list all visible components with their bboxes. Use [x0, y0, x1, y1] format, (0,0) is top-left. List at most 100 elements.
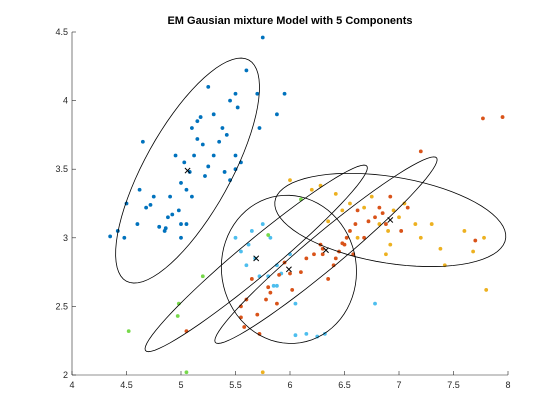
y-tick-label: 4: [63, 96, 68, 106]
data-point-cluster-2: [260, 222, 265, 226]
data-point-cluster-2: [373, 301, 377, 306]
axes: 4 4.5 5 5.5 6 6.5 7 7.5 8 2 2.5 3 3.5 4 4.5: [55, 27, 510, 390]
data-point-cluster-2: [244, 263, 249, 268]
data-point-cluster-4: [309, 187, 314, 192]
data-point-cluster-3: [380, 211, 385, 216]
data-point-cluster-3: [299, 270, 303, 274]
data-point-cluster-1: [163, 226, 168, 231]
component-mean-marker-3: [285, 266, 292, 273]
data-point-cluster-3: [399, 229, 404, 233]
data-point-cluster-1: [222, 170, 227, 174]
data-point-cluster-1: [217, 139, 222, 144]
data-point-cluster-1: [195, 137, 200, 141]
data-point-cluster-1: [184, 222, 189, 226]
data-point-cluster-1: [198, 115, 203, 119]
data-point-cluster-4: [386, 229, 390, 233]
component-mean-marker-2: [253, 255, 260, 262]
data-point-cluster-2: [246, 242, 251, 247]
data-point-cluster-3: [277, 272, 281, 277]
component-ellipse-5: [274, 172, 507, 267]
data-point-cluster-4: [348, 201, 352, 206]
component-ellipse-2: [144, 164, 368, 353]
data-point-cluster-1: [255, 91, 260, 96]
y-tick-label: 3.5: [55, 164, 68, 174]
x-tick-label: 8: [505, 380, 510, 390]
y-tick-label: 2: [63, 370, 68, 380]
data-point-cluster-1: [179, 181, 183, 185]
data-point-cluster-3: [348, 229, 352, 233]
mean-marker-stroke: [387, 217, 394, 223]
data-point-cluster-1: [108, 234, 113, 239]
data-point-cluster-1: [233, 153, 238, 158]
data-point-cluster-1: [157, 224, 162, 229]
data-point-cluster-1: [275, 112, 279, 117]
data-point-cluster-1: [170, 212, 175, 217]
data-point-cluster-5: [126, 329, 131, 333]
data-point-cluster-3: [320, 252, 325, 257]
data-point-cluster-2: [275, 283, 279, 288]
data-point-cluster-4: [340, 208, 345, 213]
data-point-cluster-3: [481, 116, 485, 121]
data-point-cluster-1: [211, 112, 216, 117]
data-point-cluster-4: [288, 178, 292, 183]
data-point-cluster-3: [264, 297, 268, 302]
data-point-cluster-1: [144, 205, 149, 210]
data-point-cluster-4: [377, 222, 382, 226]
data-point-cluster-1: [203, 174, 207, 178]
data-point-cluster-1: [200, 142, 205, 147]
x-tick-label: 6: [287, 380, 292, 390]
data-point-cluster-1: [168, 194, 173, 199]
data-point-cluster-1: [192, 153, 196, 158]
data-point-cluster-2: [253, 256, 258, 261]
y-tick-label: 2.5: [55, 301, 68, 311]
data-point-cluster-4: [438, 246, 443, 251]
data-point-cluster-3: [242, 325, 247, 329]
data-point-cluster-3: [384, 222, 388, 226]
mean-marker-stroke: [323, 247, 329, 254]
component-means: [184, 167, 394, 273]
data-point-cluster-1: [166, 215, 170, 220]
data-point-cluster-1: [179, 222, 183, 226]
mean-marker-stroke: [285, 266, 292, 273]
data-point-cluster-2: [271, 283, 276, 288]
data-point-cluster-3: [473, 238, 478, 243]
data-point-cluster-3: [344, 235, 349, 240]
data-point-cluster-3: [388, 194, 393, 199]
data-point-cluster-1: [206, 84, 211, 89]
data-point-cluster-4: [391, 208, 396, 213]
x-tick-label: 5: [178, 380, 183, 390]
data-point-cluster-4: [402, 201, 407, 206]
x-tick-label: 4.5: [120, 380, 133, 390]
data-point-cluster-1: [235, 105, 240, 110]
data-point-cluster-1: [176, 208, 181, 213]
component-mean-marker-1: [184, 167, 191, 174]
data-point-cluster-5: [184, 370, 189, 375]
data-point-cluster-1: [257, 126, 262, 130]
data-point-cluster-1: [190, 126, 194, 130]
data-point-cluster-1: [224, 133, 229, 137]
data-point-cluster-2: [249, 229, 254, 233]
data-point-cluster-1: [195, 119, 200, 124]
x-tick-label: 7.5: [447, 380, 460, 390]
data-point-cluster-3: [373, 215, 377, 220]
data-point-cluster-1: [260, 35, 265, 40]
data-point-cluster-4: [355, 235, 360, 240]
data-point-cluster-4: [260, 370, 265, 375]
data-point-cluster-1: [137, 187, 142, 192]
data-point-cluster-1: [228, 98, 232, 103]
data-point-cluster-1: [233, 91, 238, 96]
data-point-cluster-3: [266, 285, 271, 290]
data-point-cluster-3: [333, 256, 338, 261]
data-point-cluster-1: [220, 126, 225, 130]
data-point-cluster-4: [326, 219, 331, 224]
data-point-cluster-5: [266, 233, 271, 237]
data-point-cluster-3: [255, 312, 260, 317]
x-tick-label: 6.5: [338, 380, 351, 390]
data-point-cluster-2: [233, 235, 238, 240]
data-point-cluster-4: [462, 229, 467, 233]
data-point-cluster-2: [293, 301, 298, 306]
component-mean-marker-5: [387, 217, 394, 223]
data-point-cluster-3: [355, 208, 360, 213]
component-mean-marker-4: [323, 247, 329, 254]
data-point-cluster-4: [482, 235, 486, 240]
